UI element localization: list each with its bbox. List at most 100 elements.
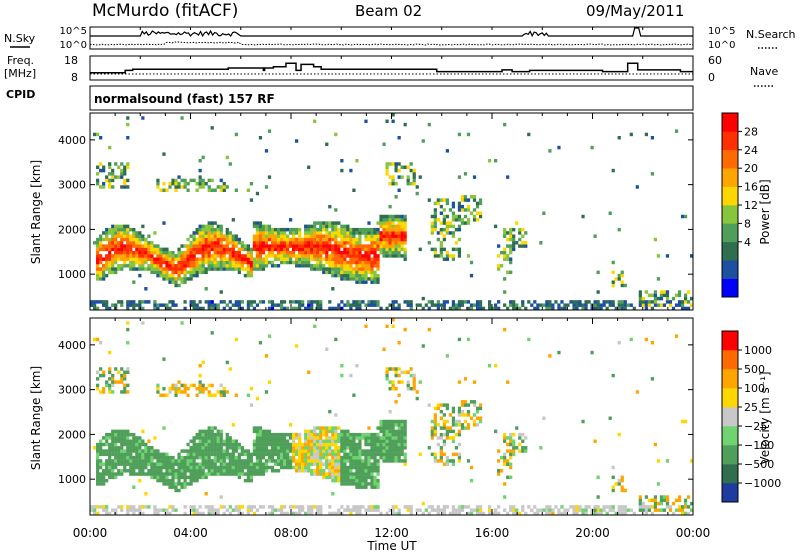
power-cell [611, 270, 615, 275]
velocity-cell [213, 449, 217, 453]
velocity-cell [189, 462, 193, 466]
velocity-cell [358, 469, 362, 473]
velocity-cell [141, 439, 145, 443]
velocity-cell [463, 419, 468, 424]
velocity-cell [225, 446, 229, 450]
velocity-cell [174, 383, 178, 388]
velocity-cell [249, 459, 254, 463]
velocity-cell [382, 423, 386, 427]
velocity-cell [403, 442, 407, 447]
velocity-cell [367, 505, 371, 509]
velocity-cell [120, 505, 124, 509]
velocity-cell [391, 439, 395, 443]
power-cell [201, 264, 205, 268]
power-cell [457, 227, 462, 232]
power-cell [307, 244, 311, 248]
velocity-cell [132, 462, 136, 466]
velocity-cell [298, 439, 302, 443]
power-cell [319, 260, 323, 265]
power-cell [183, 260, 187, 265]
velocity-cell [231, 442, 235, 447]
velocity-cell [448, 426, 453, 430]
velocity-cell [433, 406, 437, 411]
power-cell [385, 254, 389, 258]
power-cell [442, 237, 446, 242]
power-cell [503, 257, 507, 261]
velocity-cell [225, 472, 229, 476]
power-cell [141, 267, 145, 271]
velocity-cell [207, 429, 211, 434]
power-cell [316, 306, 320, 311]
power-cell [400, 247, 404, 252]
power-cell [518, 227, 522, 232]
power-cell [304, 306, 308, 311]
velocity-cell [168, 472, 172, 476]
velocity-cell [415, 396, 419, 401]
power-cell [403, 231, 407, 235]
velocity-cell [198, 442, 202, 447]
power-cell [587, 300, 591, 304]
velocity-cell [255, 432, 260, 437]
velocity-cell [132, 511, 136, 516]
velocity-cell [108, 377, 112, 381]
power-cell [328, 231, 332, 235]
velocity-cell [225, 436, 229, 440]
power-cell [228, 162, 232, 166]
velocity-cell [373, 462, 377, 466]
power-cell [108, 260, 112, 265]
velocity-cell [313, 432, 317, 437]
velocity-cell [168, 485, 172, 489]
power-cell [391, 221, 395, 225]
velocity-cell [96, 377, 100, 381]
velocity-cell [475, 409, 480, 414]
velocity-cell [328, 459, 332, 463]
velocity-cell [307, 432, 311, 437]
power-cell [267, 306, 272, 311]
velocity-cell [165, 455, 169, 460]
power-cell [210, 221, 214, 225]
power-cell [150, 270, 154, 275]
colorbar-swatch [722, 113, 738, 132]
velocity-cell [201, 511, 205, 516]
power-cell [132, 280, 136, 284]
power-cell [454, 306, 459, 311]
velocity-cell [388, 426, 392, 430]
velocity-cell [382, 452, 386, 457]
power-cell [301, 254, 305, 258]
velocity-cell [430, 452, 434, 457]
power-cell [126, 227, 130, 232]
power-cell [171, 257, 175, 261]
velocity-cell [171, 508, 175, 512]
power-cell [397, 218, 401, 222]
velocity-cell [150, 475, 154, 480]
velocity-cell [162, 475, 166, 480]
power-cell [261, 244, 266, 248]
velocity-cell [102, 475, 106, 480]
velocity-cell [409, 367, 413, 371]
power-cell [349, 241, 353, 245]
velocity-cell [216, 432, 220, 437]
power-cell [355, 260, 359, 265]
velocity-cell [138, 505, 142, 509]
velocity-cell [370, 475, 374, 480]
velocity-cell [207, 393, 211, 397]
power-cell [159, 264, 163, 268]
power-cell [415, 191, 419, 196]
power-cell [491, 306, 495, 311]
velocity-cell [349, 478, 353, 483]
colorbar-frame [721, 330, 739, 503]
velocity-cell [451, 452, 456, 457]
velocity-cell [373, 455, 377, 460]
power-cell [310, 264, 314, 268]
power-cell [427, 300, 431, 304]
power-cell [367, 254, 371, 258]
velocity-cell [397, 432, 401, 437]
power-cell [264, 244, 269, 248]
velocity-cell [126, 442, 130, 447]
power-cell [680, 303, 685, 307]
colorbar-swatch [722, 131, 738, 151]
velocity-cell [120, 462, 124, 466]
velocity-cell [478, 511, 483, 516]
power-cell [445, 149, 449, 153]
velocity-cell [352, 432, 356, 437]
